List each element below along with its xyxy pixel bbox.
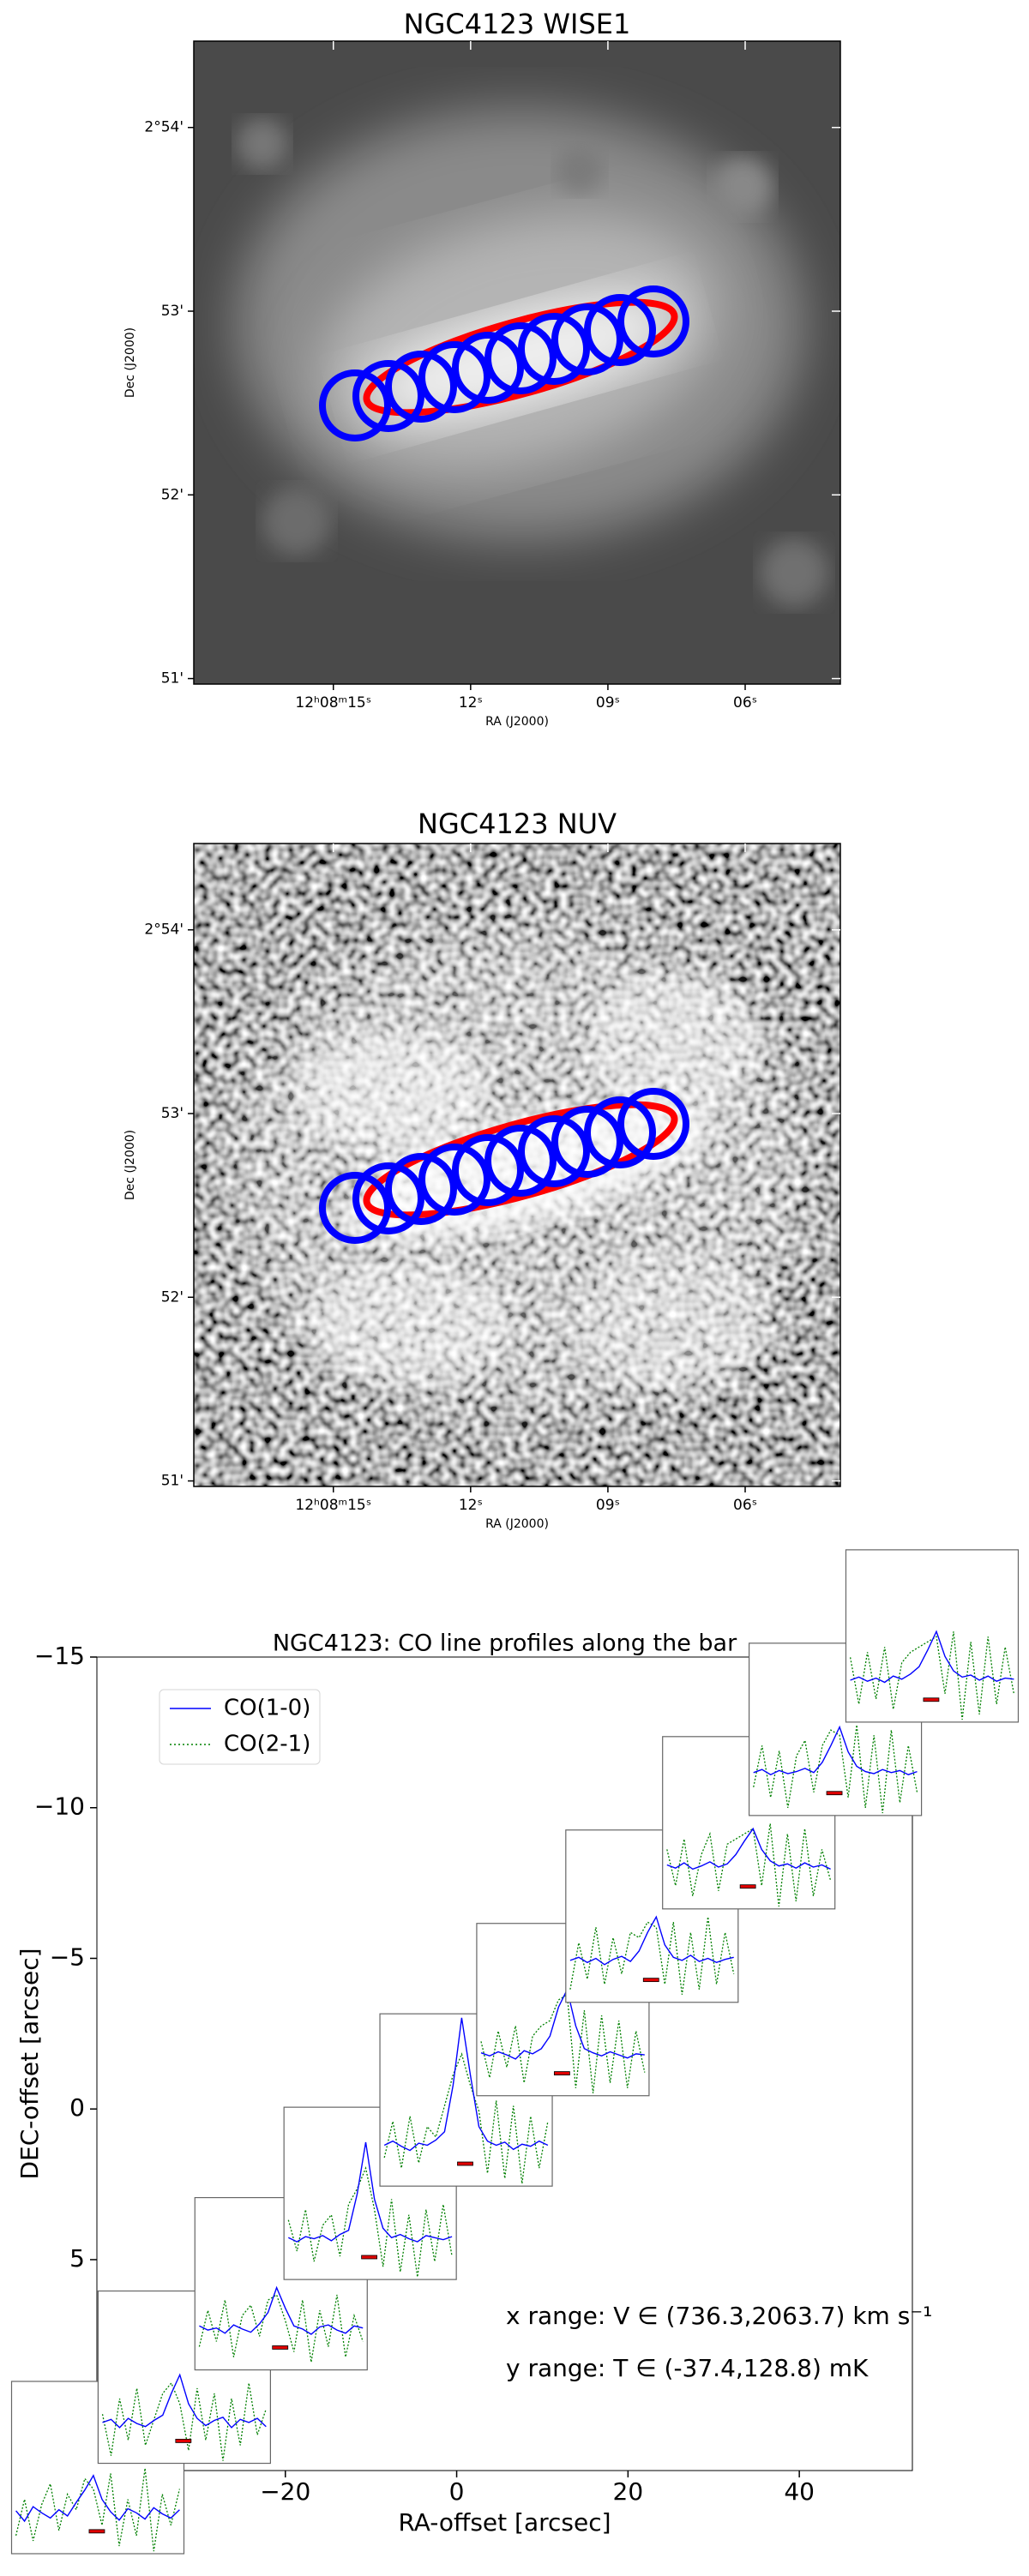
x-tick-label: 40 <box>784 2477 815 2506</box>
spectrum <box>569 1915 734 1966</box>
velocity-marker <box>457 2161 473 2166</box>
y-tick-label: 0 <box>69 2093 85 2122</box>
spectrum <box>753 1725 918 1775</box>
apertures <box>319 1088 689 1244</box>
velocity-marker <box>272 2345 289 2350</box>
spectrum <box>287 2141 453 2243</box>
spectrum <box>753 1725 918 1814</box>
y-tick-label: 53' <box>161 303 184 320</box>
spectrum <box>15 2474 180 2523</box>
y-axis-label: DEC-offset [arcsec] <box>15 1948 44 2179</box>
spectrum <box>101 2381 267 2461</box>
x-tick-label: 12ʰ08ᵐ15ˢ <box>295 1497 371 1514</box>
spectrum <box>383 2017 549 2152</box>
y-axis-label: Dec (J2000) <box>123 327 137 398</box>
velocity-marker <box>642 1978 659 1983</box>
x-tick-label: 20 <box>613 2477 644 2506</box>
velocity-marker <box>826 1791 843 1796</box>
x-tick-label: 09ˢ <box>596 1497 620 1514</box>
x-tick-label: 12ʰ08ᵐ15ˢ <box>295 694 371 712</box>
panel-title: NGC4123 WISE1 <box>404 8 631 40</box>
y-tick-label: 51' <box>161 670 184 688</box>
annotation: y range: T ∈ (-37.4,128.8) mK <box>506 2354 869 2382</box>
y-tick-label: 53' <box>161 1105 184 1122</box>
velocity-marker <box>553 2071 570 2075</box>
legend-label: CO(1-0) <box>224 1696 310 1721</box>
spectrum <box>102 2373 267 2429</box>
spectrum <box>383 2052 549 2184</box>
y-tick-label: 51' <box>161 1473 184 1490</box>
velocity-marker <box>175 2439 192 2443</box>
velocity-marker <box>739 1884 756 1889</box>
annotation: x range: V ∈ (736.3,2063.7) km s⁻¹ <box>506 2302 932 2330</box>
y-tick-label: 52' <box>161 486 184 503</box>
y-tick-label: 2°54' <box>144 119 184 136</box>
x-tick-label: −20 <box>260 2477 310 2506</box>
spectrum <box>849 1631 1015 1720</box>
spectrum <box>199 2285 364 2335</box>
legend-label: CO(2-1) <box>224 1732 310 1757</box>
x-axis-label: RA (J2000) <box>485 1517 549 1531</box>
spectrum <box>15 2468 181 2552</box>
y-tick-label: −5 <box>50 1943 85 1971</box>
axes-frame <box>193 40 841 685</box>
velocity-marker <box>361 2255 378 2260</box>
velocity-marker <box>88 2529 105 2534</box>
x-tick-label: 12ˢ <box>459 694 483 712</box>
y-tick-label: −10 <box>34 1792 85 1821</box>
spectrum <box>850 1630 1014 1684</box>
y-tick-label: −15 <box>34 1642 85 1670</box>
x-tick-label: 09ˢ <box>596 694 620 712</box>
spectrum <box>666 1823 832 1906</box>
apertures <box>319 285 689 441</box>
x-axis-label: RA-offset [arcsec] <box>398 2508 611 2537</box>
y-tick-label: 52' <box>161 1288 184 1306</box>
panel-title: NGC4123 NUV <box>418 808 617 840</box>
x-axis-label: RA (J2000) <box>485 715 549 729</box>
y-axis-label: Dec (J2000) <box>123 1130 137 1200</box>
axes-frame <box>96 1656 913 2471</box>
spectrum <box>287 2166 453 2278</box>
x-tick-label: 0 <box>449 2477 465 2506</box>
velocity-marker <box>923 1697 940 1702</box>
x-tick-label: 06ˢ <box>733 1497 757 1514</box>
y-tick-label: 5 <box>69 2244 85 2273</box>
spectrum <box>198 2294 364 2363</box>
chart-title: NGC4123: CO line profiles along the bar <box>273 1630 737 1657</box>
spectrum <box>480 1987 645 2060</box>
inset <box>845 1549 1020 1723</box>
x-tick-label: 12ˢ <box>459 1497 483 1514</box>
y-tick-label: 2°54' <box>144 922 184 939</box>
spectrum <box>666 1827 831 1870</box>
axes-frame <box>193 843 841 1487</box>
inset-frame <box>845 1549 1020 1723</box>
x-tick-label: 06ˢ <box>733 694 757 712</box>
